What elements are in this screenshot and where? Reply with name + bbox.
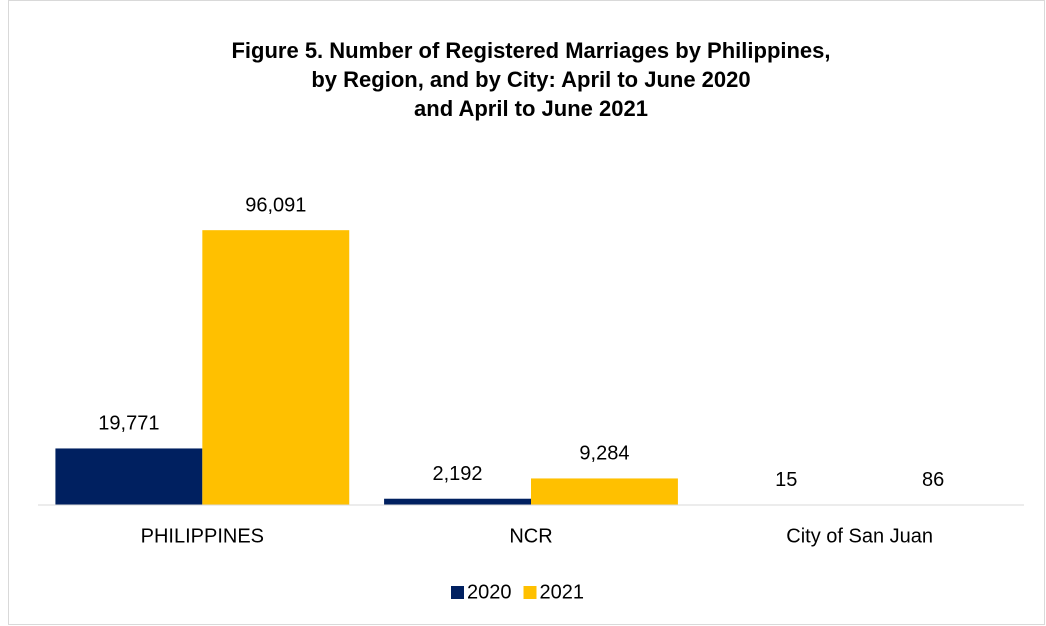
- value-label: 86: [922, 469, 944, 491]
- legend-swatch: [523, 586, 537, 599]
- value-label: 2,192: [433, 463, 483, 485]
- value-label: 9,284: [579, 443, 629, 465]
- bar: [531, 478, 678, 505]
- x-tick-label: NCR: [509, 525, 552, 547]
- legend-label: 2020: [467, 581, 512, 603]
- x-tick-label: PHILIPPINES: [141, 525, 264, 547]
- chart-title: and April to June 2021: [414, 96, 648, 121]
- value-label: 15: [775, 469, 797, 491]
- bar: [202, 230, 350, 505]
- legend-label: 2021: [540, 581, 585, 603]
- chart-frame: [8, 0, 1045, 625]
- legend-swatch: [451, 586, 464, 599]
- bar: [384, 498, 531, 505]
- x-tick-label: City of San Juan: [786, 525, 933, 547]
- chart-title: by Region, and by City: April to June 20…: [311, 67, 750, 92]
- chart-title: Figure 5. Number of Registered Marriages…: [231, 38, 830, 63]
- bar: [55, 448, 203, 505]
- value-label: 19,771: [98, 413, 159, 435]
- value-label: 96,091: [245, 194, 306, 216]
